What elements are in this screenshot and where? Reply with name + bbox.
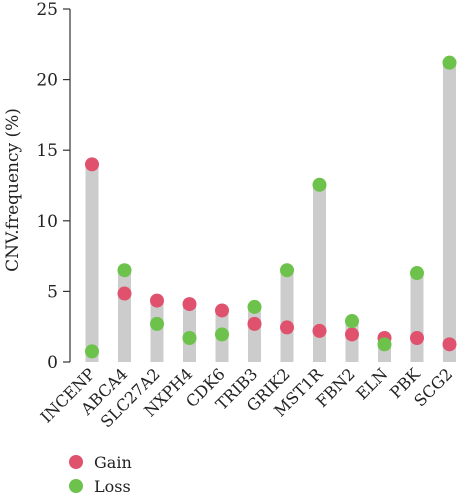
point-gain-mst1r <box>312 323 327 338</box>
point-gain-cdk6 <box>215 303 229 318</box>
bar-pbk <box>410 273 424 362</box>
point-gain-incenp <box>85 157 99 172</box>
y-tick-label-10: 10 <box>36 212 58 232</box>
point-loss-nxph4 <box>182 330 197 345</box>
y-ticks: 0 5 10 15 20 25 <box>36 0 70 373</box>
y-axis-label: CNV.frequency (%) <box>3 108 23 272</box>
legend-label-gain: Gain <box>94 453 132 472</box>
y-tick-label-0: 0 <box>47 353 58 373</box>
bar-incenp <box>85 164 99 362</box>
bar-mst1r <box>313 184 326 362</box>
point-gain-pbk <box>410 330 424 345</box>
x-tick-labels: INCENPABCA4SLC27A2NXPH4CDK6TRIB3GRIK2MST… <box>37 364 457 432</box>
data-points <box>85 55 457 359</box>
legend-label-loss: Loss <box>94 477 131 496</box>
point-loss-mst1r <box>312 177 327 192</box>
point-loss-incenp <box>85 344 99 359</box>
point-loss-grik2 <box>280 263 294 278</box>
bar-scg2 <box>443 62 456 362</box>
y-tick-label-5: 5 <box>47 282 58 302</box>
bar-slc27a2 <box>150 300 164 362</box>
point-gain-abca4 <box>117 286 132 301</box>
bar-grik2 <box>280 270 294 362</box>
legend-marker-gain <box>69 455 83 469</box>
range-bars <box>85 62 456 362</box>
y-tick-label-25: 25 <box>36 0 58 20</box>
point-loss-fbn2 <box>345 314 359 329</box>
bar-abca4 <box>118 270 131 362</box>
point-gain-slc27a2 <box>150 293 164 308</box>
point-gain-nxph4 <box>182 297 197 312</box>
bar-trib3 <box>248 306 261 362</box>
point-loss-trib3 <box>247 299 262 314</box>
x-tick-label-eln: ELN <box>352 364 391 403</box>
point-gain-trib3 <box>247 316 262 331</box>
legend: Gain Loss <box>69 453 132 496</box>
point-loss-slc27a2 <box>150 316 164 331</box>
point-loss-cdk6 <box>215 327 229 342</box>
point-loss-pbk <box>410 266 424 281</box>
legend-marker-loss <box>69 479 83 493</box>
point-loss-abca4 <box>117 263 132 278</box>
point-gain-scg2 <box>442 337 457 352</box>
point-loss-eln <box>377 337 392 352</box>
y-tick-label-15: 15 <box>36 141 58 161</box>
point-gain-grik2 <box>280 320 294 335</box>
point-loss-scg2 <box>442 55 457 70</box>
y-tick-label-20: 20 <box>36 71 58 91</box>
point-gain-fbn2 <box>345 327 359 342</box>
